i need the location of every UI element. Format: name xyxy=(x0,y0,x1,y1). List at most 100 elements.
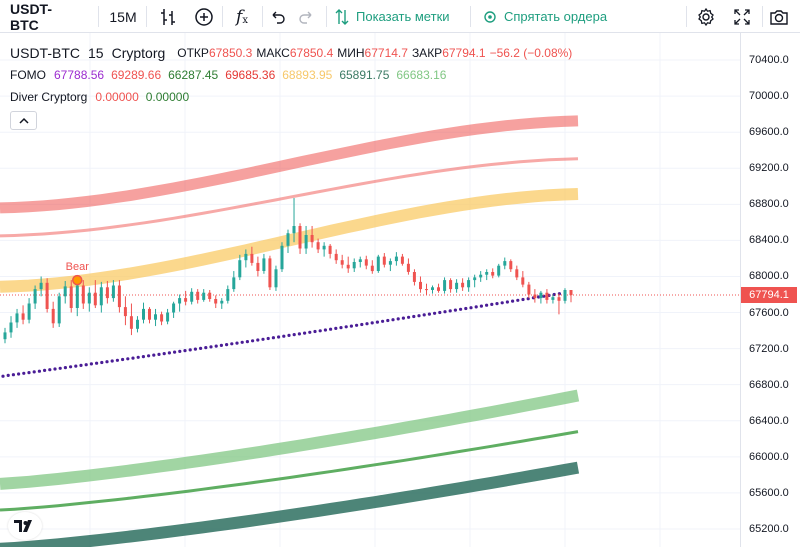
dotted-line-point xyxy=(48,368,52,372)
legend-main-row: USDT-BTC 15 Cryptorg ОТКР67850.3 МАКС6785… xyxy=(10,42,576,64)
dotted-line-point xyxy=(417,314,421,318)
indicator-value: 69685.36 xyxy=(225,68,276,82)
candle-body xyxy=(99,287,103,306)
dotted-line-point xyxy=(329,327,333,331)
dotted-line-point xyxy=(318,329,322,333)
camera-icon[interactable] xyxy=(764,0,794,33)
ohlc-value: 67714.7 xyxy=(364,46,408,60)
candle-body xyxy=(27,303,31,320)
candle-body xyxy=(57,296,61,324)
dotted-line-point xyxy=(32,370,36,374)
candle-series xyxy=(3,198,573,344)
candle-body xyxy=(268,258,272,288)
dotted-line-point xyxy=(178,349,182,353)
candle-body xyxy=(202,292,206,300)
symbol-search-button[interactable]: USDT-BTC xyxy=(10,0,52,33)
candle-body xyxy=(370,265,374,272)
lower-outer-band xyxy=(0,461,580,547)
legend-symbol[interactable]: USDT-BTC xyxy=(10,45,80,61)
candle-body xyxy=(539,292,543,299)
dotted-line-point xyxy=(204,346,208,350)
dotted-line-point xyxy=(521,297,525,302)
bear-marker[interactable]: Bear xyxy=(66,261,90,286)
tradingview-logo[interactable] xyxy=(8,512,42,540)
candle-body xyxy=(310,235,314,243)
dotted-line-point xyxy=(126,357,130,361)
dotted-line-point xyxy=(339,326,343,330)
candle-body xyxy=(304,235,308,249)
dotted-line-point xyxy=(173,350,177,354)
price-tick-label: 68400.0 xyxy=(749,234,789,247)
dotted-line-point xyxy=(115,358,119,362)
dotted-line-point xyxy=(100,360,104,365)
dotted-line-point xyxy=(360,322,364,327)
dotted-line-point xyxy=(209,345,213,349)
candle-body xyxy=(419,281,422,290)
collapse-legend-button[interactable] xyxy=(10,111,37,130)
legend-fomo-row[interactable]: FOMO 67788.56 69289.66 66287.45 69685.36 688… xyxy=(10,64,576,86)
candle-body xyxy=(467,280,471,288)
price-chart[interactable]: Bear xyxy=(0,33,740,547)
candle-body xyxy=(69,286,73,308)
candle-body xyxy=(400,256,404,264)
show-marks-button[interactable]: Показать метки xyxy=(334,0,464,33)
candle-body xyxy=(340,260,344,265)
dotted-line-point xyxy=(22,371,26,375)
candle-body xyxy=(3,332,7,340)
dotted-line-point xyxy=(381,319,385,323)
candle-body xyxy=(63,286,67,297)
dotted-line-point xyxy=(69,365,73,369)
price-tick-label: 67200.0 xyxy=(749,342,789,355)
dotted-line-point xyxy=(313,329,317,334)
candle-body xyxy=(557,297,561,301)
dotted-line-point xyxy=(110,359,114,363)
candle-body xyxy=(45,282,49,309)
ohlc-key: ОТКР xyxy=(177,46,209,60)
dotted-line-point xyxy=(141,355,145,359)
dotted-line-point xyxy=(485,303,489,307)
show-marks-label: Показать метки xyxy=(356,9,450,24)
dotted-line-point xyxy=(355,323,359,327)
candle-body xyxy=(129,316,133,329)
hide-orders-button[interactable]: Спрятать ордера xyxy=(482,0,612,33)
indicator-value: 65891.75 xyxy=(339,68,390,82)
bear-marker-dot[interactable] xyxy=(72,274,83,286)
candle-body xyxy=(154,314,157,320)
dotted-line-point xyxy=(396,317,400,321)
legend-interval: 15 xyxy=(88,45,104,61)
dotted-line-point xyxy=(147,354,151,358)
candle-body xyxy=(232,277,236,290)
dotted-line-point xyxy=(422,313,426,317)
gear-icon[interactable] xyxy=(692,0,720,33)
candle-body xyxy=(244,253,248,261)
lower-inner-band xyxy=(0,430,579,512)
compare-add-icon[interactable] xyxy=(188,0,220,33)
toolbar-divider xyxy=(146,6,147,27)
candle-body xyxy=(117,285,121,308)
diver-values: 0.00000 0.00000 xyxy=(95,86,196,108)
candle-body xyxy=(491,272,495,276)
candle-body xyxy=(382,256,386,265)
last-price-label: 67794.1 xyxy=(741,287,797,304)
interval-button[interactable]: 15M xyxy=(109,8,137,25)
candle-body xyxy=(473,277,477,281)
dotted-line-point xyxy=(282,334,286,338)
dotted-line-point xyxy=(292,333,296,337)
dotted-line-point xyxy=(256,338,260,342)
dotted-line-point xyxy=(443,310,447,314)
fullscreen-icon[interactable] xyxy=(728,0,756,33)
dotted-line-point xyxy=(479,304,483,308)
candle-body xyxy=(87,292,91,304)
redo-icon[interactable] xyxy=(292,0,320,33)
legend-exchange: Cryptorg xyxy=(111,45,166,61)
dotted-line-point xyxy=(303,331,307,335)
dotted-line-point xyxy=(500,301,504,305)
dotted-line-point xyxy=(386,318,390,323)
candle-body xyxy=(346,264,350,269)
bars-style-icon[interactable] xyxy=(152,0,184,33)
legend-diver-row[interactable]: Diver Cryptorg 0.00000 0.00000 xyxy=(10,86,576,108)
undo-icon[interactable] xyxy=(264,0,292,33)
dotted-line-point xyxy=(245,340,249,344)
toolbar-divider xyxy=(262,6,263,27)
